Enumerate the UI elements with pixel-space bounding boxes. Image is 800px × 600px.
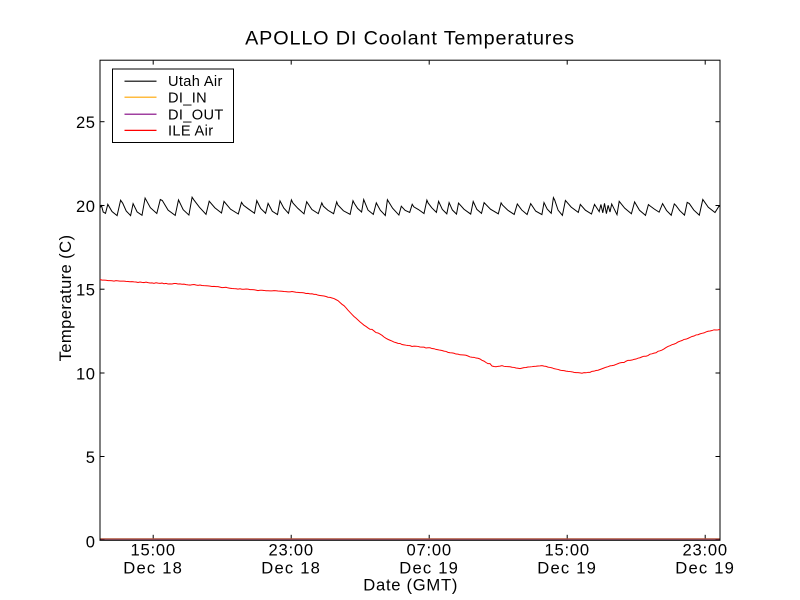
svg-text:Dec 19: Dec 19 <box>399 558 459 577</box>
svg-text:10: 10 <box>76 364 95 383</box>
svg-text:07:00: 07:00 <box>407 541 452 560</box>
svg-text:ILE Air: ILE Air <box>168 124 213 140</box>
svg-text:Utah Air: Utah Air <box>168 74 223 90</box>
svg-text:15:00: 15:00 <box>545 541 590 560</box>
svg-text:25: 25 <box>76 113 95 132</box>
svg-text:Dec 18: Dec 18 <box>261 558 321 577</box>
svg-text:DI_OUT: DI_OUT <box>168 107 224 123</box>
svg-text:15:00: 15:00 <box>131 541 176 560</box>
svg-text:23:00: 23:00 <box>269 541 314 560</box>
svg-text:DI_IN: DI_IN <box>168 90 207 106</box>
svg-text:23:00: 23:00 <box>683 541 728 560</box>
svg-text:0: 0 <box>86 533 96 552</box>
svg-text:Date (GMT): Date (GMT) <box>363 576 458 595</box>
svg-text:5: 5 <box>86 448 96 467</box>
svg-text:Dec 19: Dec 19 <box>675 558 735 577</box>
svg-text:APOLLO DI Coolant Temperatures: APOLLO DI Coolant Temperatures <box>245 28 575 50</box>
svg-text:Temperature (C): Temperature (C) <box>56 235 75 362</box>
svg-text:Dec 18: Dec 18 <box>123 558 183 577</box>
svg-text:20: 20 <box>76 197 95 216</box>
svg-text:Dec 19: Dec 19 <box>537 558 597 577</box>
svg-text:15: 15 <box>76 281 95 300</box>
